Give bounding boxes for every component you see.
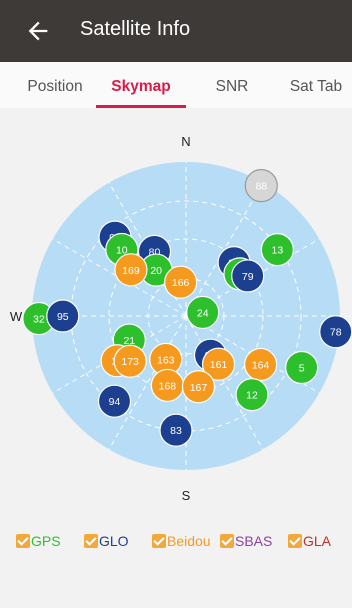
satellite-dot [201,347,236,381]
satellite-dot [46,299,80,333]
satellites: 8896108020166169891579132432957821161731… [22,168,352,447]
satellite-id: 10 [116,245,128,257]
satellite-marker[interactable]: 94 [97,384,132,418]
satellite-marker[interactable]: 24 [186,295,220,330]
west-label: W [10,309,23,324]
legend-label-gps: GPS [31,533,61,549]
satellite-marker[interactable]: 95 [46,299,80,333]
legend-sbas[interactable]: SBAS [220,529,272,553]
south-label: S [182,488,191,503]
satellite-dot [244,168,278,203]
satellite-dot [159,413,193,447]
satellite-id: 32 [33,314,45,326]
satellite-id: 161 [210,359,228,371]
legend-gps[interactable]: GPS [16,529,61,553]
satellite-marker[interactable]: 164 [244,347,278,382]
north-label: N [181,134,190,149]
azimuth-line [108,315,187,450]
azimuth-line [185,315,264,450]
satellite-id: 95 [57,311,69,323]
back-arrow-icon[interactable] [24,17,52,45]
satellite-id: 167 [190,382,208,394]
satellite-marker[interactable]: 163 [149,342,183,377]
satellite-id: 12 [246,390,258,402]
satellite-id: 5 [299,363,305,375]
satellite-marker[interactable]: 166 [164,265,198,299]
legend-label-beidou: Beidou [167,533,211,549]
satellite-dot [186,295,220,330]
legend-gla[interactable]: GLA [288,529,331,553]
satellite-id: 78 [330,327,342,339]
satellite-dot [285,350,319,385]
tab-skymap[interactable]: Skymap [111,78,171,95]
satellite-marker[interactable]: 88 [244,168,278,203]
satellite-id: 13 [272,245,284,257]
satellite-id: 80 [149,246,161,258]
satellite-id: 173 [121,356,139,368]
tab-snr[interactable]: SNR [215,78,249,95]
satellite-marker[interactable]: 161 [201,347,236,381]
satellite-dot [244,347,278,382]
satellite-marker[interactable]: 168 [150,368,184,403]
active-tab-indicator [96,105,186,108]
satellite-dot [231,259,265,293]
page-title: Satellite Info [80,18,191,40]
satellite-dot [113,344,147,378]
satellite-dot [164,265,198,299]
checkbox-beidou[interactable] [152,534,166,548]
satellite-marker[interactable]: 83 [159,413,193,447]
satellite-id: 20 [150,265,162,277]
checkbox-glo[interactable] [84,534,98,548]
satellite-id: 79 [242,271,254,283]
satellite-id: 83 [170,425,182,437]
satellite-id: 21 [123,335,135,347]
tab-sat-tab[interactable]: Sat Tab [289,78,343,95]
satellite-dot [97,384,132,418]
satellite-marker[interactable]: 167 [181,370,216,404]
satellite-marker[interactable]: 169 [114,253,148,287]
skymap: N S W 8896108020166169891579132432957821… [10,134,352,503]
satellite-id: 24 [197,307,209,319]
legend-label-glo: GLO [99,533,129,549]
satellite-marker[interactable]: 12 [235,378,269,412]
satellite-marker[interactable]: 5 [285,350,319,385]
satellite-dot [260,233,294,267]
legend-glo[interactable]: GLO [84,529,129,553]
satellite-dot [235,378,269,412]
satellite-id: 163 [157,354,175,366]
legend-label-gla: GLA [303,533,332,549]
satellite-id: 88 [255,181,267,193]
satellite-id: 169 [122,265,140,277]
satellite-id: 168 [159,380,177,392]
checkbox-gla[interactable] [288,534,302,548]
legend-beidou[interactable]: Beidou [152,529,211,553]
satellite-marker[interactable]: 79 [231,259,265,293]
satellite-dot [181,370,216,404]
satellite-dot [114,253,148,287]
satellite-marker[interactable]: 78 [319,315,352,349]
app-bar: Satellite Info [0,0,352,62]
satellite-id: 166 [172,277,190,289]
satellite-id: 164 [252,359,270,371]
tab-bar: Position Skymap SNR Sat Tab [0,62,352,108]
checkbox-gps[interactable] [16,534,30,548]
legend-label-sbas: SBAS [235,533,273,549]
satellite-marker[interactable]: 13 [260,233,294,267]
satellite-id: 94 [109,396,121,408]
checkbox-sbas[interactable] [220,534,234,548]
satellite-marker[interactable]: 173 [113,344,147,378]
tab-position[interactable]: Position [27,78,83,95]
